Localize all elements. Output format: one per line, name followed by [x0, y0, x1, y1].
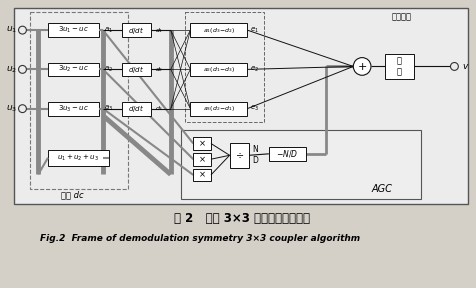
- Text: $e_3$: $e_3$: [250, 104, 258, 113]
- Bar: [48, 150, 109, 166]
- Text: $-N/D$: $-N/D$: [276, 148, 298, 159]
- Text: $a_2$: $a_2$: [104, 65, 113, 74]
- Text: Fig.2  Frame of demodulation symmetry 3×3 coupler algorithm: Fig.2 Frame of demodulation symmetry 3×3…: [40, 234, 359, 243]
- Text: $+$: $+$: [357, 61, 367, 72]
- Text: $v$: $v$: [461, 62, 469, 71]
- Bar: [193, 137, 210, 150]
- Text: $\div$: $\div$: [234, 150, 243, 160]
- Text: $d/dt$: $d/dt$: [128, 103, 144, 114]
- Bar: [193, 153, 210, 166]
- Text: AGC: AGC: [370, 184, 391, 194]
- Text: $u_1+u_2+u_3$: $u_1+u_2+u_3$: [58, 153, 99, 163]
- Text: 积
分: 积 分: [396, 57, 401, 76]
- Text: $3u_3-uc$: $3u_3-uc$: [58, 104, 89, 114]
- Bar: [190, 102, 247, 115]
- Bar: [229, 143, 249, 168]
- Text: $\times$: $\times$: [198, 139, 206, 148]
- Bar: [190, 23, 247, 37]
- Bar: [384, 54, 413, 79]
- Circle shape: [353, 58, 370, 75]
- Bar: [48, 23, 99, 37]
- Text: $d_1$: $d_1$: [155, 26, 163, 35]
- Circle shape: [449, 62, 457, 70]
- Text: $\times$: $\times$: [198, 170, 206, 180]
- Text: $u_1$: $u_1$: [6, 25, 18, 35]
- Text: $3u_2-uc$: $3u_2-uc$: [58, 64, 89, 75]
- Bar: [121, 62, 151, 76]
- Text: $u_2$: $u_2$: [7, 64, 18, 75]
- Text: $a_3(d_2{-}d_1)$: $a_3(d_2{-}d_1)$: [202, 104, 234, 113]
- Text: $d_3$: $d_3$: [155, 104, 163, 113]
- Bar: [180, 130, 420, 199]
- Text: $a_3$: $a_3$: [104, 104, 113, 113]
- Text: $d_2$: $d_2$: [155, 65, 163, 74]
- Text: 核心解调: 核心解调: [391, 13, 410, 22]
- Text: 图 2   对称 3×3 耦合解调算法框图: 图 2 对称 3×3 耦合解调算法框图: [174, 212, 310, 225]
- Bar: [190, 62, 247, 76]
- Bar: [121, 102, 151, 115]
- Bar: [268, 147, 306, 161]
- Text: D: D: [252, 156, 258, 165]
- Circle shape: [19, 26, 26, 34]
- Text: $a_1$: $a_1$: [104, 26, 113, 35]
- Text: $d/dt$: $d/dt$: [128, 24, 144, 36]
- Text: $e_1$: $e_1$: [250, 26, 258, 35]
- Circle shape: [19, 105, 26, 113]
- Bar: [193, 168, 210, 181]
- Text: $\times$: $\times$: [198, 154, 206, 164]
- Bar: [48, 102, 99, 115]
- Text: $e_2$: $e_2$: [250, 65, 258, 74]
- Text: $a_1(d_3{-}d_2)$: $a_1(d_3{-}d_2)$: [202, 26, 234, 35]
- Bar: [121, 23, 151, 37]
- Text: $d/dt$: $d/dt$: [128, 64, 144, 75]
- Bar: [48, 62, 99, 76]
- Text: $3u_1-uc$: $3u_1-uc$: [58, 25, 89, 35]
- Bar: [30, 12, 128, 189]
- Bar: [185, 12, 263, 122]
- Text: $u_3$: $u_3$: [6, 103, 18, 114]
- Text: $a_2(d_1{-}d_3)$: $a_2(d_1{-}d_3)$: [202, 65, 234, 74]
- Bar: [14, 7, 467, 204]
- Text: 去除 dc: 去除 dc: [61, 191, 84, 200]
- Text: N: N: [252, 145, 258, 154]
- Circle shape: [19, 65, 26, 73]
